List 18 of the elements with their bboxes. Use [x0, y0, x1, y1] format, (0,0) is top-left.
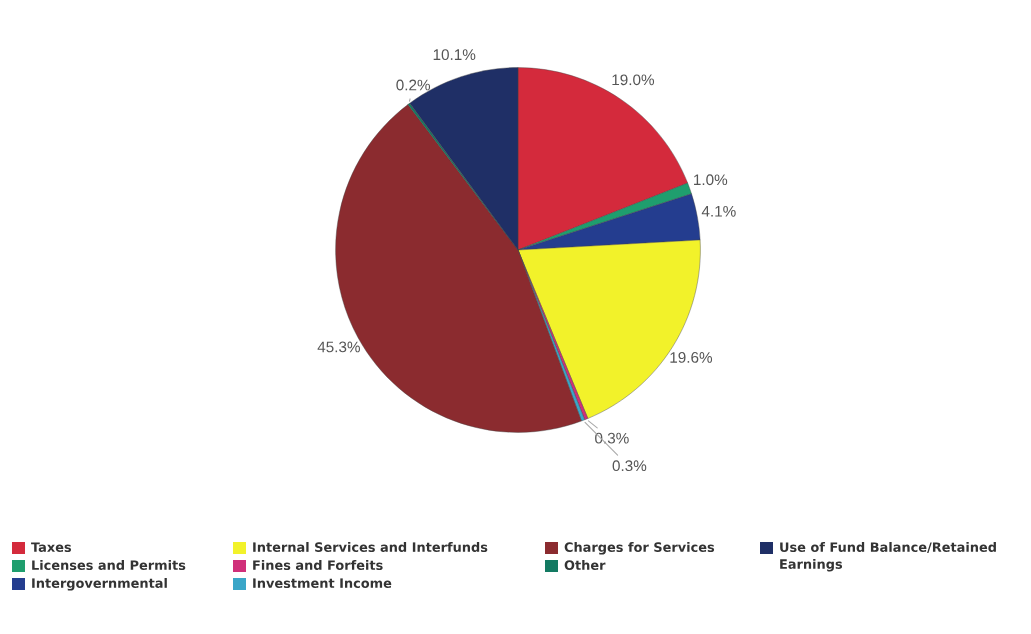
legend-label: Intergovernmental: [32, 578, 167, 591]
legend-label: Charges for Services: [564, 542, 715, 555]
legend-label: Taxes: [31, 542, 72, 552]
legend-label: Internal Services and Interfunds: [253, 542, 488, 552]
data-label: 0.2%: [396, 79, 431, 91]
legend-label: Fines and Forfeits: [253, 560, 383, 570]
legend-label: Use of Fund Balance/Retained Earnings: [780, 542, 996, 572]
legend-label: Investment Income: [253, 578, 392, 588]
data-label: 0.3%: [612, 460, 647, 472]
data-label: 4.1%: [701, 205, 736, 217]
data-label: 10.1%: [433, 49, 476, 61]
legend-label: Other: [564, 560, 606, 570]
data-label: 19.6%: [670, 352, 713, 363]
data-label: 0.3%: [595, 432, 629, 444]
data-label: 45.3%: [317, 341, 360, 353]
data-label: 1.0%: [694, 174, 728, 186]
legend-label: Licenses and Permits: [32, 560, 186, 570]
data-label: 19.0%: [612, 74, 655, 86]
